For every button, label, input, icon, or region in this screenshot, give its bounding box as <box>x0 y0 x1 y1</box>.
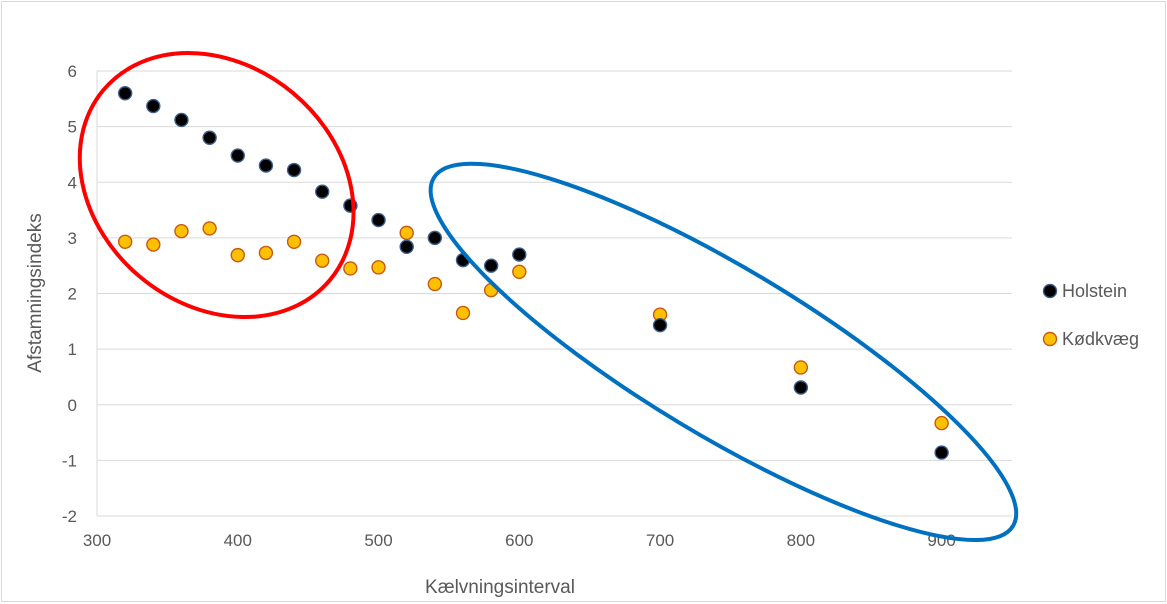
point-1 <box>202 221 217 236</box>
y-tick-label: -1 <box>62 451 77 470</box>
point-0 <box>652 318 668 333</box>
point-1 <box>146 237 161 252</box>
y-tick-label: 4 <box>68 173 77 192</box>
x-tick-label: 300 <box>83 531 111 550</box>
point-1 <box>174 223 189 239</box>
point-1 <box>230 247 245 263</box>
point-1 <box>371 260 386 275</box>
x-tick-label: 700 <box>646 531 674 550</box>
y-tick-label: 2 <box>68 285 77 304</box>
point-0 <box>315 184 330 199</box>
point-1 <box>512 264 527 280</box>
point-1 <box>117 234 133 249</box>
legend-marker <box>1042 331 1058 347</box>
x-tick-label: 500 <box>364 531 392 550</box>
point-0 <box>146 98 161 114</box>
y-tick-label: 0 <box>68 396 77 415</box>
point-1 <box>934 415 949 431</box>
x-tick-label: 800 <box>787 531 815 550</box>
point-1 <box>258 245 274 261</box>
y-tick-label: 6 <box>68 62 77 81</box>
point-0 <box>286 162 302 178</box>
legend-marker <box>1042 283 1058 299</box>
point-0 <box>174 112 189 128</box>
y-tick-labels: -2 -1 0 1 2 3 4 5 6 <box>62 62 77 526</box>
point-0 <box>934 445 949 460</box>
annotation-ellipses <box>77 51 1019 543</box>
point-0 <box>258 158 274 173</box>
point-1 <box>286 234 302 249</box>
y-axis-title: Afstamningsindeks <box>25 213 46 372</box>
point-0 <box>371 212 386 228</box>
legend: Holstein Kødkvæg <box>1042 281 1139 349</box>
y-tick-label: -2 <box>62 507 77 526</box>
x-tick-label: 600 <box>505 531 533 550</box>
point-0 <box>202 130 217 145</box>
point-0 <box>483 258 499 273</box>
point-0 <box>512 247 527 262</box>
x-axis-title: Kælvningsinterval <box>425 577 575 598</box>
point-1 <box>427 276 443 292</box>
annotation-ellipse-1 <box>428 161 1019 543</box>
point-0 <box>793 380 809 395</box>
point-1 <box>343 261 358 276</box>
point-0 <box>230 148 245 163</box>
x-tick-labels: 300 400 500 600 700 800 900 <box>83 531 956 550</box>
point-1 <box>455 305 471 321</box>
point-0 <box>427 230 443 246</box>
legend-label: Holstein <box>1062 281 1127 301</box>
gridlines <box>96 70 1012 517</box>
point-1 <box>793 360 809 375</box>
point-0 <box>117 86 133 101</box>
legend-label: Kødkvæg <box>1062 329 1139 349</box>
y-tick-label: 1 <box>68 340 77 359</box>
data-points <box>117 86 949 460</box>
point-1 <box>399 225 414 241</box>
point-1 <box>315 253 330 268</box>
annotation-ellipse-0 <box>77 51 356 320</box>
y-tick-label: 5 <box>68 118 77 137</box>
x-tick-label: 400 <box>224 531 252 550</box>
point-0 <box>399 239 414 254</box>
y-tick-label: 3 <box>68 229 77 248</box>
